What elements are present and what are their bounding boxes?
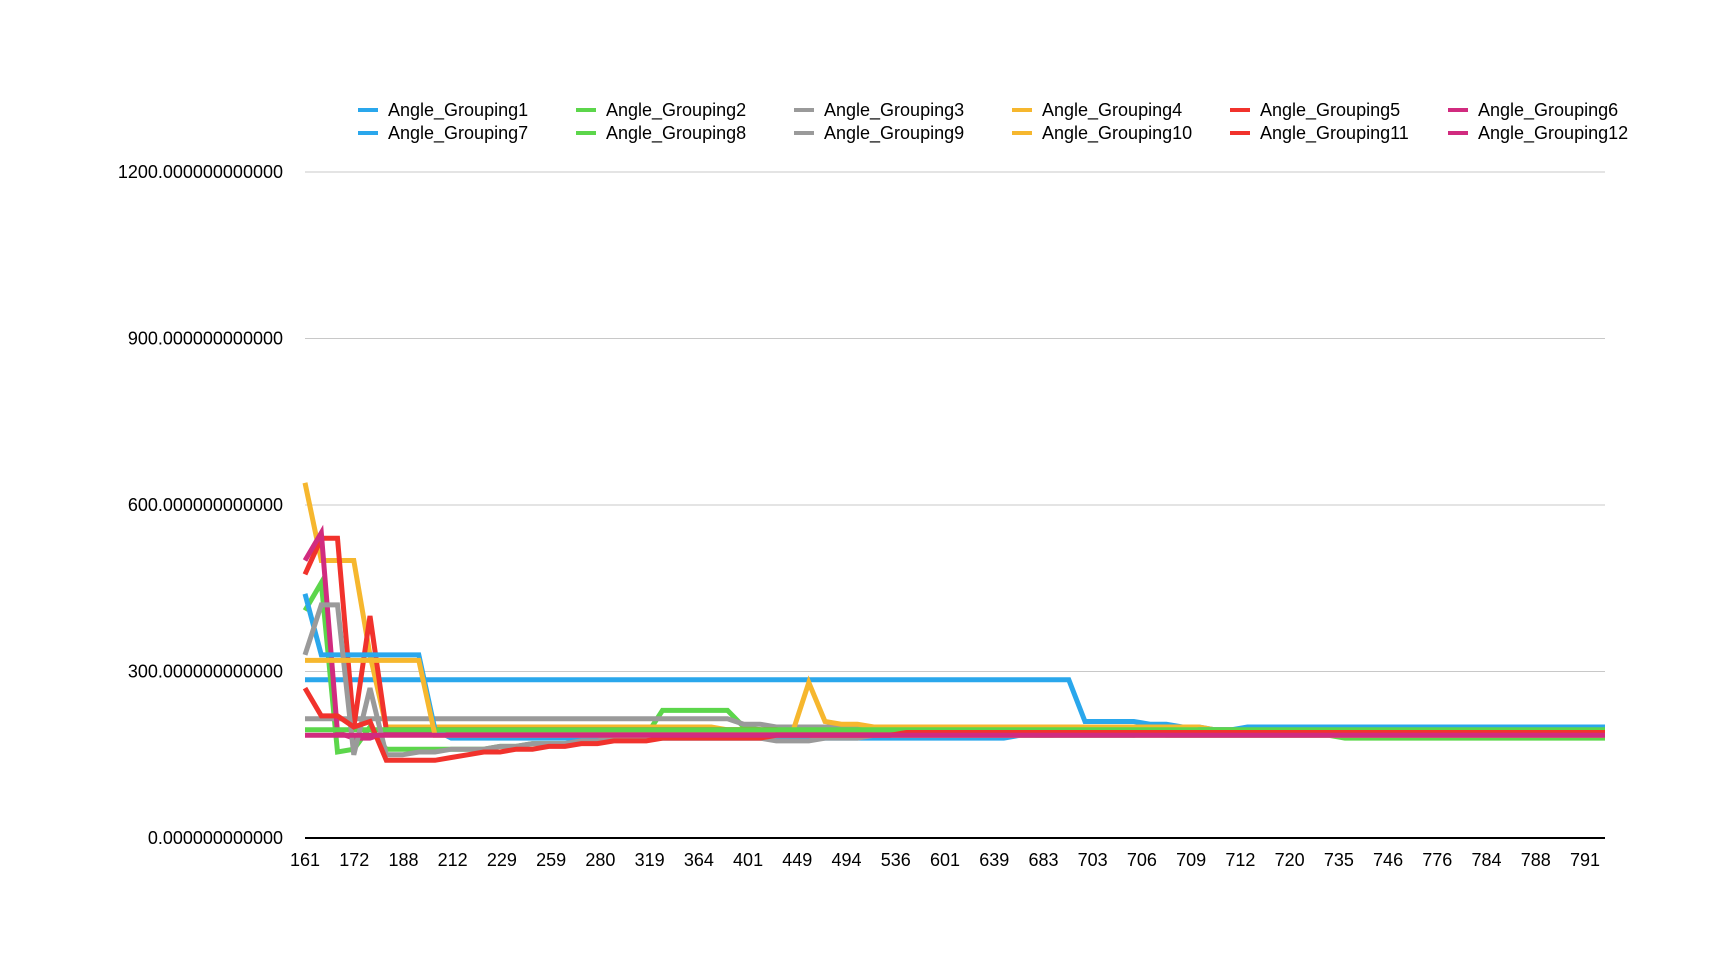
legend-label: Angle_Grouping2: [606, 100, 746, 121]
x-tick-label: 161: [290, 850, 320, 870]
legend-label: Angle_Grouping3: [824, 100, 964, 121]
x-tick-label: 449: [782, 850, 812, 870]
series-line-angle-grouping5: [302, 535, 1605, 735]
legend-item: Angle_Grouping10: [1012, 123, 1192, 144]
x-tick-label: 706: [1127, 850, 1157, 870]
x-tick-label: 746: [1373, 850, 1403, 870]
x-tick-label: 188: [388, 850, 418, 870]
y-tick-label: 900.000000000000: [128, 329, 283, 349]
x-tick-label: 703: [1078, 850, 1108, 870]
legend-label: Angle_Grouping4: [1042, 100, 1182, 121]
x-tick-label: 494: [832, 850, 862, 870]
x-tick-label: 709: [1176, 850, 1206, 870]
x-tick-label: 712: [1225, 850, 1255, 870]
x-tick-label: 639: [979, 850, 1009, 870]
legend-item: Angle_Grouping5: [1230, 100, 1400, 121]
grid-layer: [305, 171, 1605, 672]
legend-item: Angle_Grouping6: [1448, 100, 1618, 121]
x-tick-label: 212: [438, 850, 468, 870]
legend-item: Angle_Grouping12: [1448, 123, 1628, 144]
legend-item: Angle_Grouping7: [358, 123, 528, 144]
x-tick-label: 601: [930, 850, 960, 870]
legend-item: Angle_Grouping2: [576, 100, 746, 121]
legend-item: Angle_Grouping1: [358, 100, 528, 121]
x-tick-label: 364: [684, 850, 714, 870]
legend-label: Angle_Grouping6: [1478, 100, 1618, 121]
x-tick-label: 536: [881, 850, 911, 870]
legend-item: Angle_Grouping9: [794, 123, 964, 144]
series-line-angle-grouping4: [302, 482, 1605, 735]
x-tick-label: 776: [1422, 850, 1452, 870]
legend-label: Angle_Grouping9: [824, 123, 964, 144]
x-tick-label: 788: [1521, 850, 1551, 870]
series-line-angle-grouping11: [302, 686, 1605, 763]
legend-label: Angle_Grouping8: [606, 123, 746, 144]
legend-label: Angle_Grouping1: [388, 100, 528, 121]
y-tick-label: 0.000000000000: [148, 828, 283, 848]
legend-item: Angle_Grouping8: [576, 123, 746, 144]
y-tick-label: 1200.000000000000: [118, 162, 283, 182]
y-tick-label: 300.000000000000: [128, 662, 283, 682]
x-tick-label: 229: [487, 850, 517, 870]
legend-label: Angle_Grouping10: [1042, 123, 1192, 144]
legend-item: Angle_Grouping11: [1230, 123, 1409, 144]
x-tick-label: 683: [1028, 850, 1058, 870]
legend-label: Angle_Grouping11: [1260, 123, 1409, 144]
x-tick-label: 319: [635, 850, 665, 870]
x-tick-label: 259: [536, 850, 566, 870]
x-tick-label: 784: [1472, 850, 1502, 870]
axis-layer: 0.000000000000 300.000000000000 600.000000…: [118, 162, 1605, 870]
y-tick-label: 600.000000000000: [128, 495, 283, 515]
legend-label: Angle_Grouping7: [388, 123, 528, 144]
x-tick-label: 172: [339, 850, 369, 870]
series-line-angle-grouping6: [302, 524, 1605, 741]
x-tick-label: 791: [1570, 850, 1600, 870]
legend-item: Angle_Grouping4: [1012, 100, 1182, 121]
x-tick-label: 735: [1324, 850, 1354, 870]
legend: Angle_Grouping1 Angle_Grouping2 Angle_Grou…: [358, 100, 1628, 144]
x-tick-label: 401: [733, 850, 763, 870]
x-tick-label: 720: [1275, 850, 1305, 870]
legend-label: Angle_Grouping12: [1478, 123, 1628, 144]
x-tick-label: 280: [585, 850, 615, 870]
legend-label: Angle_Grouping5: [1260, 100, 1400, 121]
legend-item: Angle_Grouping3: [794, 100, 964, 121]
series-line-angle-grouping7: [302, 593, 1605, 741]
series-layer: [302, 482, 1605, 763]
